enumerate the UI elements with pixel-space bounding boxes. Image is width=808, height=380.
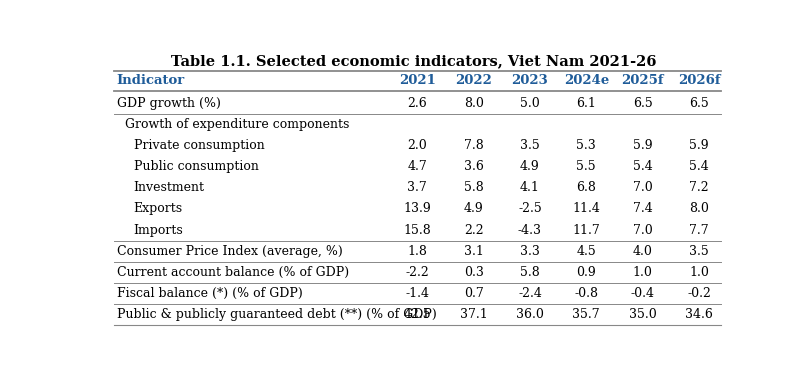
Text: 42.5: 42.5 xyxy=(403,308,431,321)
Text: 5.5: 5.5 xyxy=(576,160,596,173)
Text: 8.0: 8.0 xyxy=(689,203,709,215)
Text: 6.5: 6.5 xyxy=(689,97,709,110)
Text: 3.5: 3.5 xyxy=(520,139,540,152)
Text: 4.5: 4.5 xyxy=(576,245,596,258)
Text: 2023: 2023 xyxy=(511,74,549,87)
Text: 2.2: 2.2 xyxy=(464,223,483,237)
Text: Growth of expenditure components: Growth of expenditure components xyxy=(124,118,349,131)
Text: -0.8: -0.8 xyxy=(574,287,598,300)
Text: 3.6: 3.6 xyxy=(464,160,483,173)
Text: 4.1: 4.1 xyxy=(520,181,540,195)
Text: Fiscal balance (*) (% of GDP): Fiscal balance (*) (% of GDP) xyxy=(116,287,302,300)
Text: 37.1: 37.1 xyxy=(460,308,487,321)
Text: 11.7: 11.7 xyxy=(572,223,600,237)
Text: 35.7: 35.7 xyxy=(573,308,600,321)
Text: 15.8: 15.8 xyxy=(403,223,431,237)
Text: 2024e: 2024e xyxy=(564,74,609,87)
Text: GDP growth (%): GDP growth (%) xyxy=(116,97,221,110)
Text: 2026f: 2026f xyxy=(678,74,720,87)
Text: 5.9: 5.9 xyxy=(633,139,653,152)
Text: 5.3: 5.3 xyxy=(576,139,596,152)
Text: 34.6: 34.6 xyxy=(685,308,713,321)
Text: -0.2: -0.2 xyxy=(687,287,711,300)
Text: 2022: 2022 xyxy=(455,74,492,87)
Text: 5.8: 5.8 xyxy=(464,181,483,195)
Text: 0.3: 0.3 xyxy=(464,266,483,279)
Text: Table 1.1. Selected economic indicators, Viet Nam 2021-26: Table 1.1. Selected economic indicators,… xyxy=(171,54,657,68)
Text: 5.4: 5.4 xyxy=(689,160,709,173)
Text: 8.0: 8.0 xyxy=(464,97,483,110)
Text: 1.8: 1.8 xyxy=(407,245,427,258)
Text: 3.1: 3.1 xyxy=(464,245,483,258)
Text: 7.4: 7.4 xyxy=(633,203,653,215)
Text: 6.1: 6.1 xyxy=(576,97,596,110)
Text: Public consumption: Public consumption xyxy=(133,160,259,173)
Text: -2.5: -2.5 xyxy=(518,203,542,215)
Text: 7.0: 7.0 xyxy=(633,181,653,195)
Text: 1.0: 1.0 xyxy=(689,266,709,279)
Text: 6.8: 6.8 xyxy=(576,181,596,195)
Text: 0.7: 0.7 xyxy=(464,287,483,300)
Text: -2.2: -2.2 xyxy=(406,266,429,279)
Text: 3.3: 3.3 xyxy=(520,245,540,258)
Text: Public & publicly guaranteed debt (**) (% of GDP): Public & publicly guaranteed debt (**) (… xyxy=(116,308,436,321)
Text: 2.6: 2.6 xyxy=(407,97,427,110)
Text: Private consumption: Private consumption xyxy=(133,139,264,152)
Text: 5.0: 5.0 xyxy=(520,97,540,110)
Text: 4.7: 4.7 xyxy=(407,160,427,173)
Text: -0.4: -0.4 xyxy=(631,287,654,300)
Text: 7.7: 7.7 xyxy=(689,223,709,237)
Text: 2.0: 2.0 xyxy=(407,139,427,152)
Text: 0.9: 0.9 xyxy=(576,266,596,279)
Text: 36.0: 36.0 xyxy=(516,308,544,321)
Text: -1.4: -1.4 xyxy=(406,287,429,300)
Text: 7.2: 7.2 xyxy=(689,181,709,195)
Text: Imports: Imports xyxy=(133,223,183,237)
Text: Exports: Exports xyxy=(133,203,183,215)
Text: 13.9: 13.9 xyxy=(403,203,431,215)
Text: 11.4: 11.4 xyxy=(572,203,600,215)
Text: 3.5: 3.5 xyxy=(689,245,709,258)
Text: 7.8: 7.8 xyxy=(464,139,483,152)
Text: 2025f: 2025f xyxy=(621,74,664,87)
Text: Consumer Price Index (average, %): Consumer Price Index (average, %) xyxy=(116,245,343,258)
Text: 1.0: 1.0 xyxy=(633,266,653,279)
Text: 35.0: 35.0 xyxy=(629,308,657,321)
Text: 6.5: 6.5 xyxy=(633,97,653,110)
Text: 2021: 2021 xyxy=(399,74,436,87)
Text: 3.7: 3.7 xyxy=(407,181,427,195)
Text: 5.9: 5.9 xyxy=(689,139,709,152)
Text: -4.3: -4.3 xyxy=(518,223,542,237)
Text: Investment: Investment xyxy=(133,181,204,195)
Text: 5.8: 5.8 xyxy=(520,266,540,279)
Text: Indicator: Indicator xyxy=(116,74,185,87)
Text: 5.4: 5.4 xyxy=(633,160,653,173)
Text: Current account balance (% of GDP): Current account balance (% of GDP) xyxy=(116,266,349,279)
Text: -2.4: -2.4 xyxy=(518,287,542,300)
Text: 4.9: 4.9 xyxy=(520,160,540,173)
Text: 7.0: 7.0 xyxy=(633,223,653,237)
Text: 4.0: 4.0 xyxy=(633,245,653,258)
Text: 4.9: 4.9 xyxy=(464,203,483,215)
